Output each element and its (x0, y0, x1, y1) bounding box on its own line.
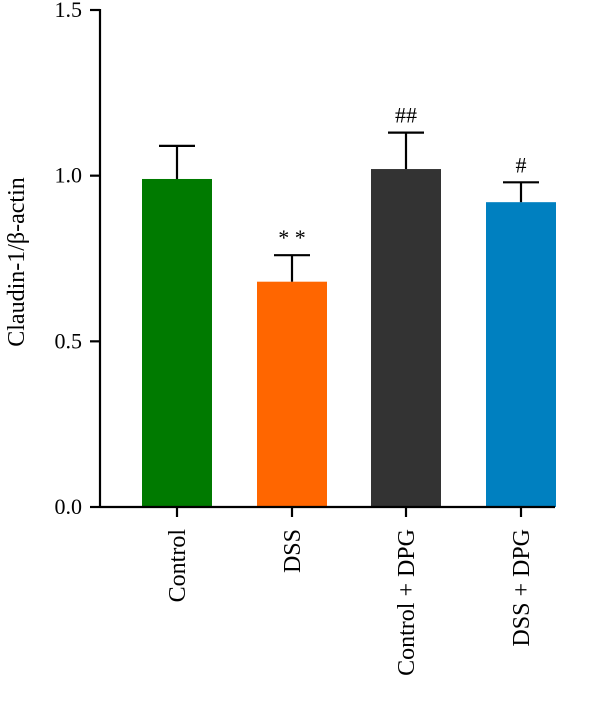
bar-dss (257, 281, 327, 507)
y-tick-label: 1.0 (55, 163, 83, 188)
bars-layer (142, 131, 556, 508)
y-tick-label: 0.0 (55, 494, 83, 519)
significance-label: # (516, 152, 527, 177)
y-axis-title: Claudin-1/β-actin (4, 177, 30, 347)
bar-dss-dpg (486, 202, 556, 507)
y-tick-label: 0.5 (55, 328, 83, 353)
x-tick-label: DSS + DPG (509, 529, 535, 647)
y-tick-label: 1.5 (55, 0, 83, 22)
axes-layer (90, 8, 555, 517)
x-tick-label: Control + DPG (394, 529, 420, 676)
bar-control-dpg (371, 169, 441, 508)
x-tick-label: DSS (280, 529, 306, 573)
significance-label: ## (395, 103, 417, 128)
x-tick-label: Control (165, 529, 191, 603)
bar-control (142, 178, 212, 508)
labels-layer: Control * * DSS ## Control + DPG # DSS + DPG 0.… (55, 0, 536, 676)
significance-label: * * (278, 225, 306, 250)
